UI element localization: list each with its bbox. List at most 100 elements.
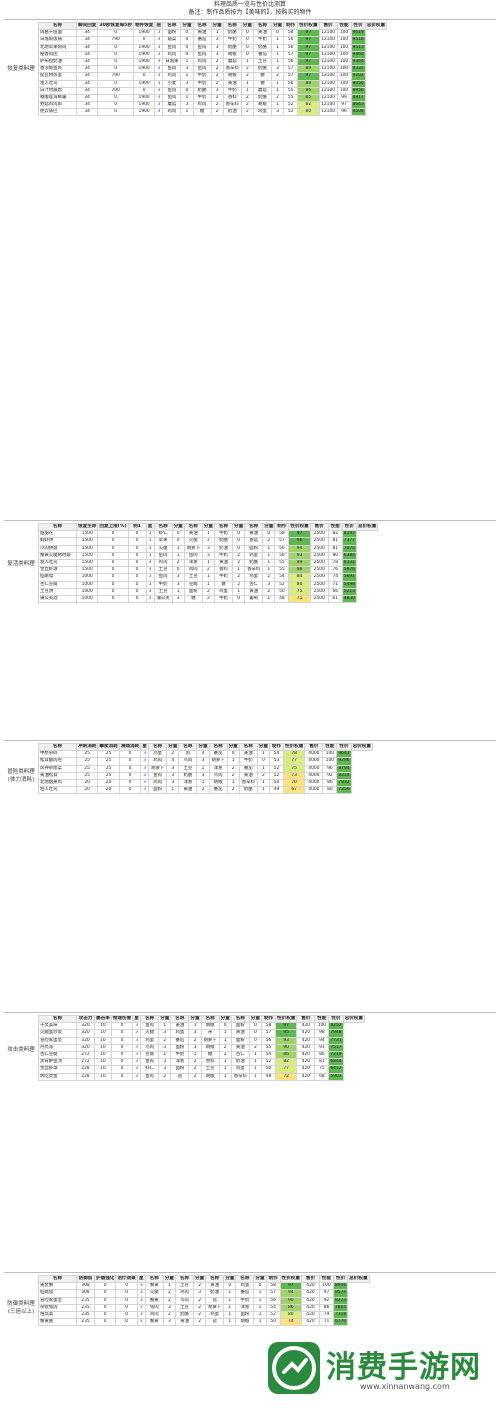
table-cell: 0: [115, 1289, 138, 1298]
table-cell: 3: [158, 1058, 172, 1067]
table-cell: 香料: [200, 1058, 220, 1067]
table-header-row: 名称 防御加 护盾强化 治疗效果星名称 分量 名称 分量 名称 分量 名称 分量 制作 性价权重 售价 性能…: [38, 1274, 370, 1284]
table-cell: 奶酪: [174, 1310, 194, 1320]
table-cell: 52: [268, 771, 284, 780]
table-cell: 3: [132, 1029, 142, 1038]
table-cell: 3: [171, 594, 185, 604]
table-cell: 土豆: [153, 587, 173, 596]
table-cell: 鱼肉: [162, 86, 182, 95]
table-cell: 6770: [332, 1318, 349, 1327]
table-cell: 80: [327, 551, 343, 560]
table-cell: 34: [75, 101, 99, 110]
column-header: 分量: [171, 522, 185, 532]
table-cell: 34: [75, 86, 99, 95]
column-header: 名称: [170, 1014, 190, 1024]
table-cell: 80: [297, 108, 320, 117]
column-header: 星: [140, 742, 150, 752]
table-cell: 10: [94, 1058, 112, 1067]
table-cell: 4000: [304, 757, 324, 766]
table-cell: 糖: [200, 1050, 220, 1060]
table-cell: 0: [93, 1303, 117, 1312]
column-header: 制作: [268, 742, 284, 752]
table-cell: 2: [256, 771, 270, 780]
table-cell: 82: [327, 530, 343, 539]
table-cell: 1: [240, 86, 254, 95]
table-cell: 鸡肉: [192, 101, 212, 110]
table-row: 堆高高 235 0 0 3 鸡肉 2 奶酪 2 鸡蛋 1 面粉 1 52 80 420 79 7318: [38, 1310, 370, 1320]
dish-name-cell: 黄油松茸: [38, 771, 77, 780]
table-cell: 100: [336, 57, 352, 67]
table-cell: 58: [283, 29, 299, 38]
table-cell: 3: [145, 558, 155, 568]
table-row: 北地苹果焖肉 34 0 1900 3 鱼肉 0 鱼肉 3 奶酪 0 奶酪 1 56 97 12100 100 95…: [38, 43, 387, 52]
table-cell: 1: [218, 1058, 232, 1067]
table-cell: 2500: [309, 573, 329, 582]
dish-name-cell: 香浓鲜鱼炖: [38, 65, 77, 74]
table-cell: 34: [75, 72, 99, 81]
table-cell: 米: [200, 1029, 220, 1038]
table-cell: 2: [226, 764, 240, 773]
table-cell: 12100: [318, 108, 338, 117]
table-cell: 0: [110, 1072, 134, 1081]
dish-name-cell: 松茸酿肉卷: [38, 757, 77, 766]
table-cell: 3: [136, 1303, 146, 1312]
table-cell: 胡萝卜: [205, 1303, 225, 1312]
table-cell: 272: [76, 1050, 95, 1060]
table-cell: 8252: [328, 1022, 344, 1031]
table-cell: 7948: [328, 1029, 344, 1038]
column-header: 治疗效果: [115, 1274, 138, 1284]
table-cell: 2: [240, 101, 254, 110]
table-cell: 2: [162, 1289, 176, 1298]
column-header: 性价权重: [274, 1014, 298, 1024]
table-cell: 1: [201, 580, 215, 589]
table-cell: 5213: [341, 587, 357, 596]
table-cell: 3: [270, 65, 285, 74]
table-cell: 320: [76, 1022, 95, 1031]
table-cell: 10: [94, 1036, 112, 1045]
table-cell: 10: [94, 1072, 112, 1081]
table-cell: 2: [231, 573, 246, 582]
table-cell: 盐: [170, 1072, 190, 1081]
column-header: 名称: [205, 1274, 225, 1284]
table-cell: 3: [136, 1318, 146, 1327]
table-cell: 3: [158, 1043, 172, 1052]
table-cell: 2: [192, 1310, 207, 1320]
table-cell: 57: [274, 537, 290, 546]
table-cell: 0: [180, 36, 194, 45]
section-table: 名称 攻击力 暴击率 物理伤害星名称 分量 名称 分量 名称 分量 名称 分量 制作 性价权重 售价 性能性…: [38, 1014, 365, 1081]
table-cell: 420: [300, 1303, 320, 1312]
table-cell: 52: [283, 108, 299, 117]
table-cell: 1: [231, 587, 246, 596]
table-cell: 6384: [341, 551, 357, 560]
table-row: 渔人吐司 34 0 1900 3 小麦 3 牛奶 2 黄油 1 糖 1 56 89 12100 100 9056: [38, 79, 387, 88]
table-cell: 228: [76, 1072, 95, 1081]
table-cell: 糖: [183, 594, 203, 604]
column-header: 制作: [265, 1274, 281, 1284]
table-cell: 34: [75, 108, 99, 117]
table-cell: 洋葱: [208, 764, 228, 773]
table-cell: 80: [288, 580, 311, 589]
table-cell: 鱼肉: [153, 573, 173, 582]
table-cell: 香辛料: [230, 1072, 250, 1081]
table-row: 黑背鲈鱼汤 272 10 0 3 鱼肉 3 洋葱 2 香料 1 奶油 1 52 82 420 81 6844: [38, 1058, 365, 1067]
table-cell: 56: [283, 36, 299, 45]
column-header: 名称: [153, 522, 173, 532]
table-cell: 2500: [309, 594, 329, 604]
table-cell: 1: [180, 93, 194, 103]
table-row: 甜甜花 1500 0 0 3 虾仁 0 黄油 1 牛奶 0 黄油 0 58 97 2500 82 8197: [38, 530, 378, 539]
table-row: 日落焖饭锅 34 790 0 3 蔬菜 0 番茄 3 牛奶 0 牛奶 1 56 97 12100 100 9518: [38, 36, 387, 45]
table-cell: 20: [75, 778, 99, 788]
brand-url: www.xinnanwang.com: [360, 1382, 450, 1391]
column-header: 分量: [192, 1274, 207, 1284]
section-4: 防御类料理(三倍以上) 名称 防御加 护盾强化 治疗效果星名称 分量 名称 分量 名称 分量 名称分…: [4, 1272, 496, 1327]
table-cell: 9518: [350, 36, 366, 45]
table-cell: 86: [322, 778, 338, 788]
table-cell: 12100: [318, 65, 338, 74]
table-cell: 2: [210, 72, 224, 81]
table-cell: 香辛料: [238, 778, 258, 788]
table-cell: 2: [201, 537, 215, 546]
table-cell: 420: [296, 1029, 316, 1038]
table-cell: 2500: [309, 544, 329, 553]
table-cell: 61: [327, 594, 343, 604]
column-header: 防御加: [76, 1274, 95, 1284]
